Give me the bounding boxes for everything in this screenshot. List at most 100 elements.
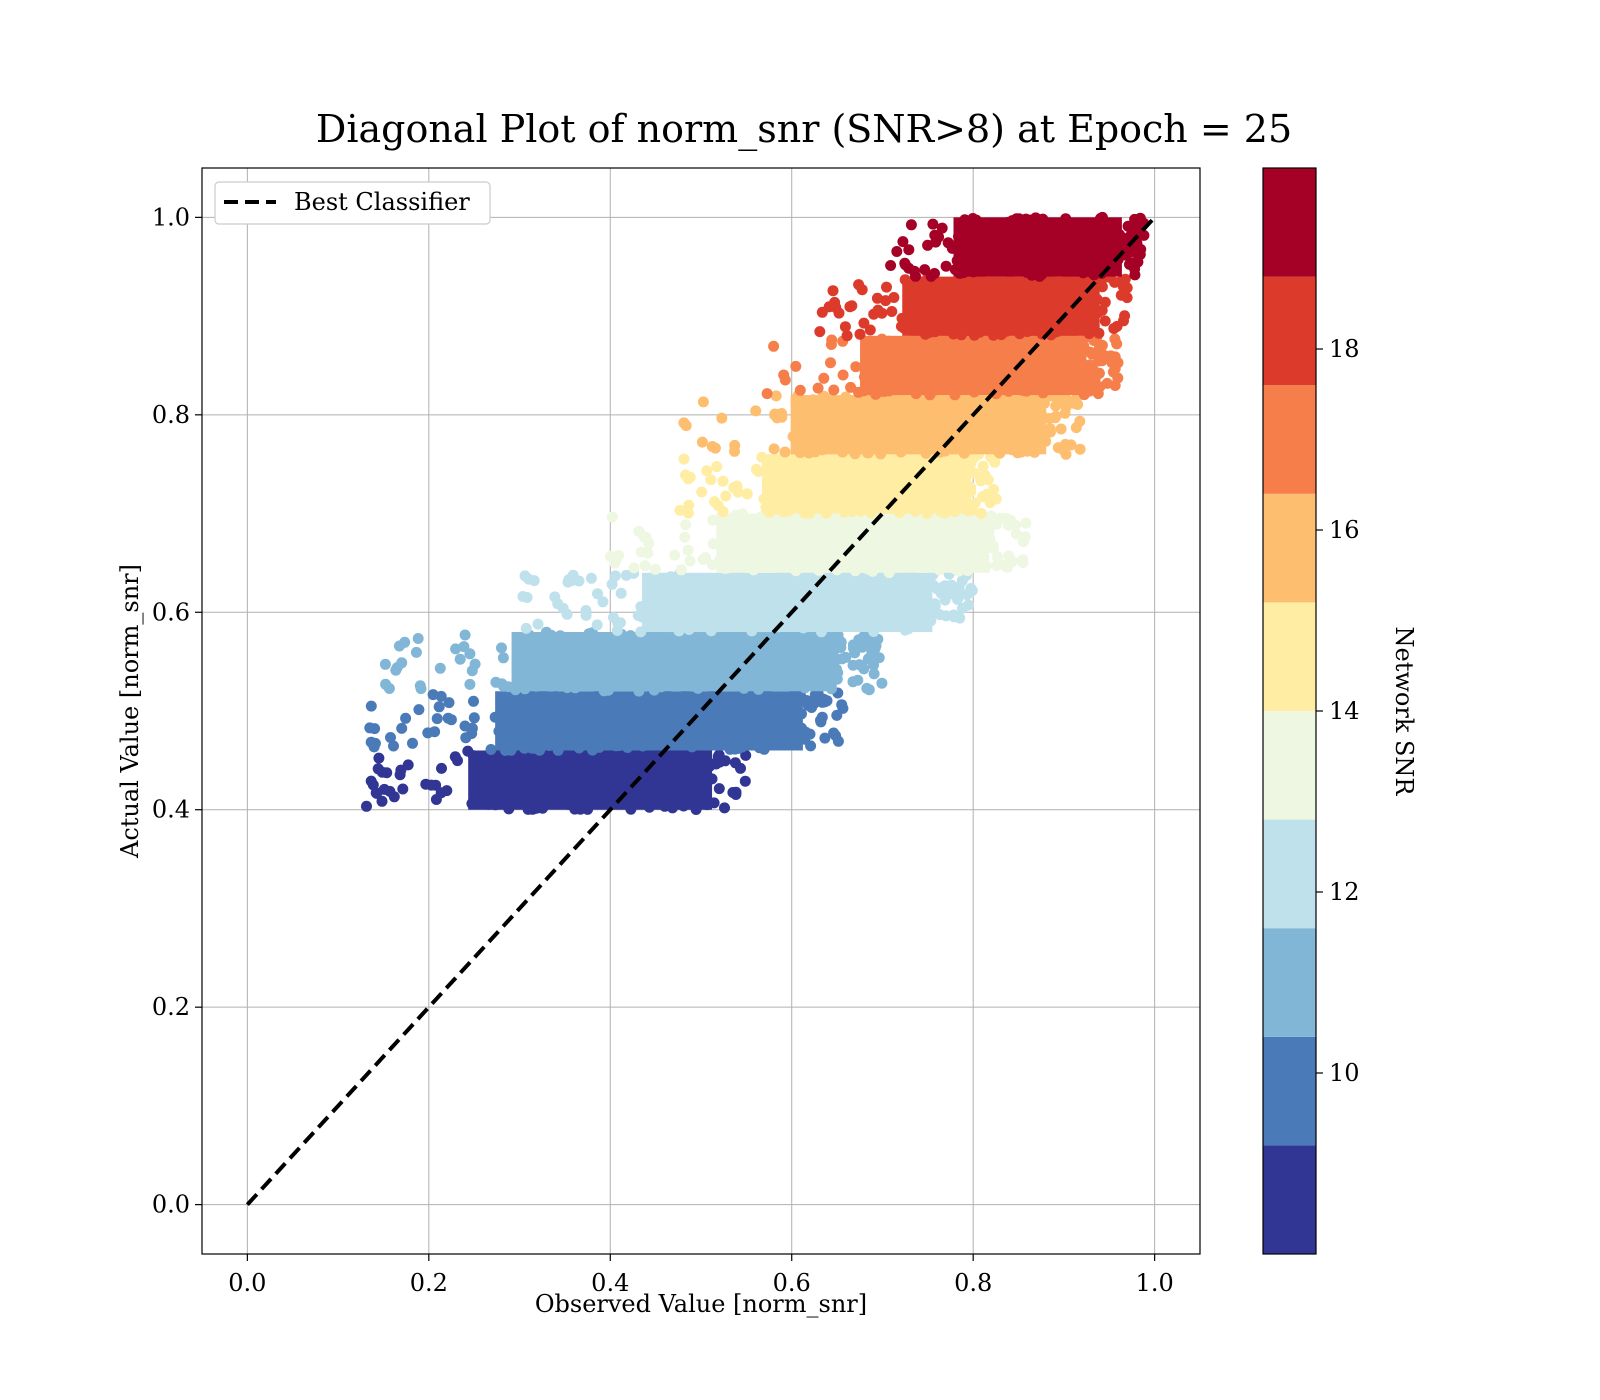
scatter-point (1072, 399, 1084, 410)
scatter-point (819, 732, 831, 744)
scatter-point (700, 552, 711, 564)
legend-box (214, 181, 491, 225)
colorbar-tick-label: 10 (1329, 1059, 1360, 1087)
scatter-point (891, 246, 903, 257)
scatter-point (720, 490, 732, 502)
scatter-point (678, 453, 690, 465)
scatter-point (713, 783, 725, 795)
scatter-point (468, 712, 480, 724)
scatter-point (1055, 423, 1067, 435)
scatter-point (727, 787, 739, 798)
scatter-point (818, 372, 830, 384)
scatter-point (735, 762, 746, 774)
scatter-point (750, 405, 762, 417)
scatter-point (716, 412, 728, 424)
scatter-point (1045, 426, 1056, 438)
scatter-point (706, 441, 718, 452)
scatter-point (936, 222, 948, 234)
scatter-point (701, 465, 713, 477)
scatter-point (532, 618, 544, 630)
scatter-point (768, 443, 780, 455)
scatter-point (400, 712, 412, 724)
scatter-point (991, 560, 1002, 571)
scatter-point (385, 732, 396, 743)
scatter-point (969, 468, 981, 479)
scatter-point (413, 704, 425, 716)
scatter-point (1121, 282, 1133, 294)
x-tick-label: 0.0 (228, 1269, 266, 1297)
scatter-point (881, 281, 892, 293)
scatter-band-core (860, 335, 1087, 396)
plot-frame (201, 167, 1201, 1255)
scatter-point (833, 307, 845, 319)
scatter-point (984, 497, 996, 509)
scatter-point (485, 744, 497, 755)
scatter-point (854, 328, 866, 340)
scatter-point (839, 321, 851, 333)
scatter-point (1003, 519, 1014, 531)
scatter-point (885, 260, 897, 271)
scatter-point (684, 471, 696, 483)
x-tick-label: 0.6 (773, 1269, 811, 1297)
scatter-point (410, 646, 422, 658)
scatter-point (952, 593, 963, 605)
scatter-point (850, 361, 862, 373)
scatter-point (367, 779, 379, 791)
scatter-point (520, 622, 532, 634)
scatter-point (888, 292, 900, 303)
scatter-point (1115, 289, 1127, 301)
y-tick-label: 0.2 (152, 993, 190, 1021)
scatter-point (870, 640, 882, 652)
scatter-band-0 (361, 745, 752, 815)
colorbar-band-9 (1263, 168, 1316, 277)
scatter-point (965, 586, 976, 598)
scatter-point (709, 496, 720, 508)
scatter-point (794, 384, 806, 396)
scatter-point (696, 436, 708, 448)
scatter-point (561, 608, 573, 620)
scatter-point (368, 741, 380, 753)
y-tick-label: 0.8 (152, 401, 190, 429)
legend-label: Best Classifier (294, 188, 470, 216)
scatter-point (1020, 517, 1032, 529)
scatter-point (823, 301, 835, 313)
scatter-point (628, 562, 640, 574)
scatter-point (436, 762, 447, 774)
scatter-point (845, 381, 857, 393)
scatter-point (828, 384, 840, 396)
scatter-point (412, 633, 424, 644)
scatter-band-core (495, 691, 803, 751)
scatter-point (905, 219, 917, 231)
scatter-point (397, 783, 409, 795)
scatter-point (776, 408, 788, 419)
scatter-point (459, 629, 471, 641)
scatter-point (1109, 333, 1121, 345)
scatter-point (975, 507, 987, 519)
colorbar-band-0 (1263, 1145, 1316, 1254)
y-axis-label: Actual Value [norm_snr] (116, 564, 144, 859)
scatter-point (458, 641, 470, 653)
scatter-point (597, 596, 609, 608)
scatter-point (675, 564, 687, 576)
scatter-point (466, 722, 478, 734)
colorbar-tick-label: 12 (1329, 878, 1360, 906)
scatter-point (517, 591, 529, 602)
scatter-points (361, 211, 1150, 815)
scatter-point (639, 560, 651, 572)
scatter-point (427, 689, 439, 701)
scatter-point (365, 700, 377, 712)
scatter-point (847, 676, 859, 688)
scatter-point (969, 497, 981, 509)
scatter-point (429, 726, 441, 738)
x-axis-label: Observed Value [norm_snr] (535, 1290, 867, 1318)
scatter-band-2 (379, 626, 888, 697)
scatter-point (434, 662, 446, 674)
scatter-point (871, 292, 883, 304)
scatter-point (369, 723, 381, 735)
y-tick-label: 1.0 (152, 203, 190, 231)
scatter-band-core (902, 276, 1100, 336)
scatter-point (373, 752, 385, 764)
scatter-point (613, 550, 625, 561)
scatter-point (679, 531, 691, 543)
scatter-point (956, 602, 968, 614)
